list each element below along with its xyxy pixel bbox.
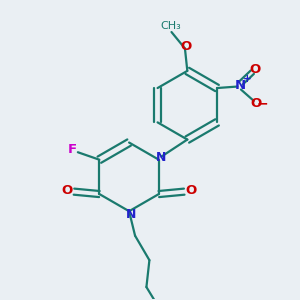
Text: N: N — [156, 151, 166, 164]
Text: F: F — [67, 143, 76, 156]
Text: O: O — [249, 63, 260, 76]
Text: O: O — [180, 40, 191, 52]
Text: N: N — [125, 208, 136, 221]
Text: −: − — [257, 97, 268, 111]
Text: N: N — [235, 79, 246, 92]
Text: +: + — [243, 74, 251, 84]
Text: CH₃: CH₃ — [160, 21, 181, 31]
Text: O: O — [62, 184, 73, 197]
Text: O: O — [185, 184, 196, 197]
Text: O: O — [250, 98, 262, 110]
